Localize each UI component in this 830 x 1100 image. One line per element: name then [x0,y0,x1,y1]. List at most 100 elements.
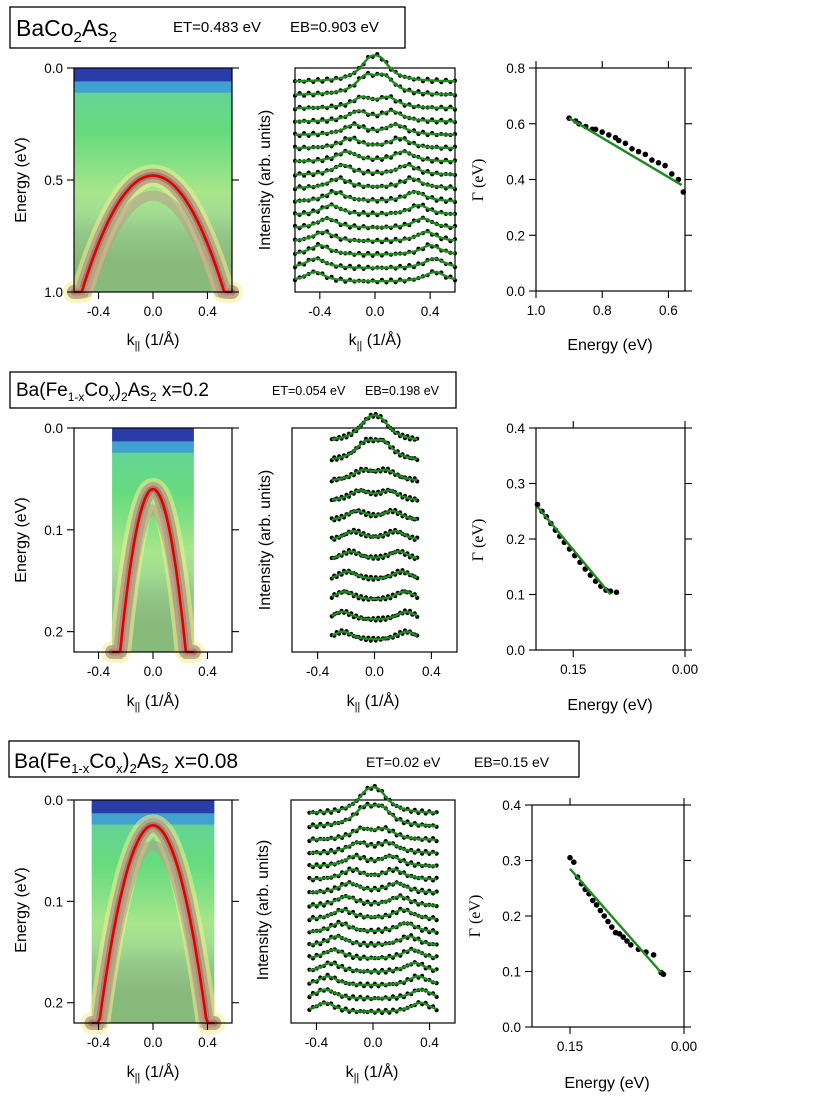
mdc-fit-curve [309,840,437,855]
y-tick-label: 0.2 [506,532,525,547]
mdc-fit-curve [295,136,455,150]
mdc-fit-curve [309,868,437,881]
x-tick-label: 0.15 [560,662,586,677]
y-tick-label: 0.4 [506,421,525,436]
y-tick-label: 0.0 [506,284,525,299]
gamma-data-point [660,971,667,978]
y-tick-label: 0.1 [44,894,63,909]
x-tick-label: 0.0 [365,664,384,679]
gamma-data-point [571,859,577,865]
gamma-data-point [649,157,655,163]
mdc-fit-curve [309,881,437,894]
y-tick-label: 0.2 [44,625,63,640]
et-label: ET=0.054 eV [272,384,346,398]
y-axis-label: Energy (eV) [13,867,30,952]
y-tick-label: 0.4 [506,173,525,188]
x-tick-label: -0.4 [306,664,330,679]
mdc-fit-curve [309,988,437,1000]
gamma-data-point [662,162,668,169]
mdc-stack: Intensity (arb. units) k|| (1/Å) -0.4 0.0… [257,411,458,713]
mdc-fit-curve [331,590,418,601]
spectral-band-inner [91,840,215,1028]
mdc-fit-curve [294,230,456,243]
gamma-data-point [669,171,675,177]
mdc-fit-curve [331,414,418,441]
plot-frame [290,799,456,1024]
x-tick-label: 0.0 [366,304,385,319]
gamma-plot: Γ (eV) Energy (eV) 0.15 0.00 0.0 0.1 0.2 0.3 0… [470,421,698,714]
gamma-data-point [622,140,629,147]
row-title: Ba(Fe1-xCox)2As2 x=0.08 [14,750,238,776]
x-tick-label: 0.0 [144,304,163,319]
eb-label: EB=0.903 eV [290,19,379,36]
y-tick-label: 1.0 [44,285,63,300]
y-tick-label: 0.1 [502,965,521,980]
gamma-data-point [597,907,604,914]
heatmap-fermi-edge [112,428,194,442]
x-tick-label: 1.0 [527,303,546,318]
x-tick-label: 0.4 [198,664,217,679]
y-axis-label: Intensity (arb. units) [255,840,272,981]
mdc-fit-curve [331,509,418,521]
mdc-fit-curve [295,150,455,163]
gamma-data-point [599,129,605,135]
band-fit-curve [91,823,215,1025]
plot-frame [531,804,685,1028]
gamma-data-point [609,924,615,930]
gamma-data-point [601,913,607,919]
band-fit-curve [74,174,232,294]
row-title: BaCo2As2 [16,15,117,46]
heatmap-fermi-edge [91,800,215,814]
x-axis-label: k|| (1/Å) [127,691,180,713]
x-axis-label: k|| (1/Å) [346,1062,399,1084]
x-tick-label: -0.4 [87,304,111,319]
et-label: ET=0.02 eV [366,754,441,770]
y-tick-label: 0.2 [506,228,525,243]
title-box [9,6,406,49]
gamma-data-point [635,148,642,155]
x-axis-label: k|| (1/Å) [127,330,180,352]
plot-frame [535,427,686,651]
x-axis-label: Energy (eV) [567,697,652,714]
mdc-fit-curve [309,921,437,933]
mdc-fit-curve [309,1001,437,1013]
gamma-data-point [620,934,626,940]
mdc-fit-curve [309,827,437,841]
y-axis-label: Intensity (arb. units) [257,470,274,611]
mdc-fit-curve [295,54,455,83]
gamma-data-point [605,918,611,925]
x-axis-label: k|| (1/Å) [349,330,402,352]
mdc-fit-curve [331,610,418,621]
x-axis-label: Energy (eV) [564,1075,649,1092]
y-tick-label: 0.5 [44,173,63,188]
mdc-fit-curve [331,468,418,482]
gamma-fit-line [536,506,612,596]
x-tick-label: 0.4 [198,304,217,319]
mdc-fit-curve [294,177,456,189]
x-tick-label: 0.00 [671,1039,697,1054]
mdc-fit-curve [309,854,437,868]
panel-row-x02: Ba(Fe1-xCox)2As2 x=0.2 ET=0.054 eV EB=0.… [9,371,698,714]
y-tick-label: 0.3 [506,477,525,492]
mdc-fit-curve [309,935,437,946]
x-tick-label: 0.4 [198,1035,217,1050]
heatmap-fermi-edge [112,441,194,453]
mdc-fit-curve [294,190,456,203]
mdc-fit-curve [294,72,456,96]
row-title: Ba(Fe1-xCox)2As2 x=0.2 [16,380,209,404]
x-tick-label: -0.4 [87,1035,111,1050]
intensity-map: Energy (eV) k|| (1/Å) -0.4 0.0 0.4 0.0 0.5 1.… [13,61,243,352]
mdc-fit-curve [309,895,437,907]
y-tick-label: 0.0 [44,793,63,808]
x-tick-label: 0.00 [672,662,698,677]
mdc-fit-curve [331,550,418,560]
x-axis-label: k|| (1/Å) [127,1062,180,1084]
y-axis-label: Energy (eV) [13,497,30,582]
mdc-fit-curve [309,908,437,920]
y-tick-label: 0.2 [44,996,63,1011]
band-fit-curve [112,487,194,654]
gamma-data-point [680,189,687,195]
y-axis-label: Γ (eV) [470,519,487,562]
y-axis-label: Energy (eV) [13,137,30,222]
